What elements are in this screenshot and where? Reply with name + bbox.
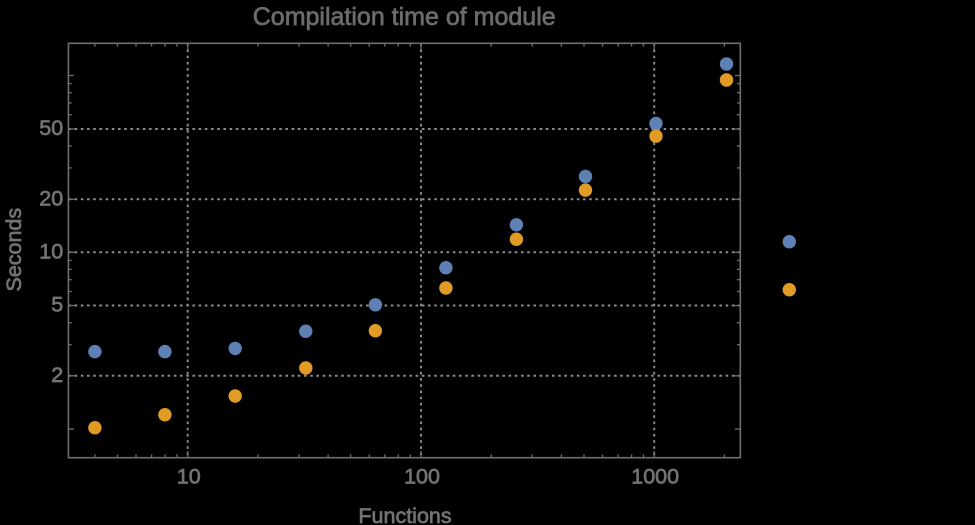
svg-text:100: 100: [404, 465, 440, 489]
svg-text:Compilation time of module: Compilation time of module: [253, 3, 556, 31]
svg-text:2: 2: [51, 363, 63, 387]
svg-text:50: 50: [39, 116, 63, 140]
svg-text:10: 10: [177, 465, 201, 489]
svg-text:Functions: Functions: [358, 504, 451, 525]
svg-text:10: 10: [39, 240, 63, 264]
svg-text:Seconds: Seconds: [2, 208, 26, 292]
svg-text:1000: 1000: [631, 465, 679, 489]
svg-text:5: 5: [51, 293, 63, 317]
svg-text:20: 20: [39, 187, 63, 211]
